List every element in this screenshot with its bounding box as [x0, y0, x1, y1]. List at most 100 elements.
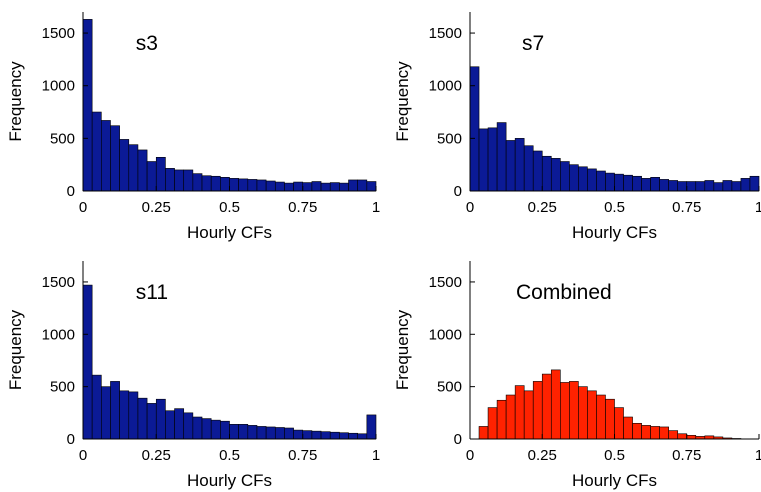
x-tick-label: 0.5	[604, 447, 625, 464]
y-tick-label: 1000	[42, 78, 75, 95]
histogram-bar	[487, 127, 498, 192]
histogram-bar	[265, 426, 276, 440]
y-axis-label: Frequency	[393, 309, 412, 390]
histogram-bar	[722, 180, 733, 192]
x-tick-label: 0.5	[604, 199, 625, 216]
histogram-bar	[505, 394, 516, 440]
histogram-bar	[587, 168, 597, 192]
histogram-bar	[532, 150, 543, 192]
histogram-bar	[641, 425, 651, 440]
y-axis-label: Frequency	[393, 61, 412, 142]
histogram-bar	[614, 173, 624, 192]
chart-panel-2: 0 500 1000 1500 0 0.25 0.5 0.75 1 Hourly CFs Frequ…	[393, 12, 761, 242]
histogram-bar	[82, 284, 93, 440]
histogram-bar	[210, 175, 221, 192]
histogram-bar	[128, 144, 139, 192]
histogram-bar	[284, 182, 294, 192]
histogram-bar	[677, 433, 688, 440]
histogram-bar	[146, 403, 157, 440]
histogram-bar	[110, 381, 120, 440]
histogram-bar	[256, 426, 267, 440]
histogram-bar	[578, 166, 588, 192]
x-axis-label: Hourly CFs	[187, 471, 272, 490]
x-tick-label: 0.25	[528, 199, 557, 216]
histogram-bar	[183, 412, 194, 440]
y-tick-label: 0	[454, 431, 462, 448]
histogram-bar	[91, 111, 102, 192]
histogram-bar	[713, 182, 724, 192]
y-tick-label: 0	[67, 183, 75, 200]
histogram-bar	[550, 369, 561, 440]
histogram-bar	[265, 180, 276, 192]
histogram-bar	[155, 157, 166, 192]
x-tick-label: 1	[755, 199, 761, 216]
histogram-bar	[320, 182, 331, 192]
histogram-bar	[311, 181, 322, 192]
histogram-bar	[668, 430, 679, 440]
histogram-bar	[605, 172, 615, 192]
histogram-bar	[192, 416, 203, 440]
x-tick-label: 0.75	[672, 199, 701, 216]
histogram-bar	[357, 179, 368, 192]
histogram-bar	[220, 177, 230, 192]
histogram-bar	[478, 128, 489, 192]
histogram-bar	[302, 430, 313, 440]
x-tick-label: 0.25	[528, 447, 557, 464]
x-tick-label: 1	[755, 447, 761, 464]
y-tick-label: 500	[437, 379, 462, 396]
y-tick-label: 1500	[429, 274, 462, 291]
histogram-bar	[284, 427, 294, 440]
histogram-bar	[329, 431, 340, 440]
y-axis-label: Frequency	[6, 61, 25, 142]
histogram-bar	[165, 410, 175, 440]
histogram-bar	[550, 158, 561, 192]
x-tick-label: 1	[372, 199, 380, 216]
histogram-bar	[541, 155, 552, 192]
y-tick-label: 1500	[429, 25, 462, 42]
y-tick-label: 500	[50, 379, 75, 396]
histogram-bar	[256, 179, 267, 192]
histogram-bar	[146, 161, 157, 192]
histogram-bar	[569, 381, 579, 440]
histogram-bar	[596, 394, 606, 440]
histogram-bar	[605, 398, 615, 440]
histogram-bar	[302, 182, 313, 192]
histogram-bar	[632, 175, 642, 192]
histogram-bar	[578, 386, 588, 440]
histogram-bar	[348, 179, 358, 192]
y-tick-label: 1000	[429, 326, 462, 343]
x-tick-label: 0	[466, 447, 474, 464]
histogram-bar	[668, 180, 679, 192]
histogram-bar	[523, 145, 534, 192]
histogram-bar	[731, 181, 742, 192]
histogram-bar	[274, 181, 285, 192]
histogram-bar	[478, 426, 489, 440]
x-tick-label: 1	[372, 447, 380, 464]
histogram-bar	[560, 161, 570, 192]
histogram-bar	[247, 425, 258, 440]
histogram-bar	[623, 174, 633, 192]
histogram-bar	[686, 435, 697, 440]
histogram-bar	[366, 414, 377, 440]
histogram-bar	[274, 427, 285, 440]
histogram-bar	[247, 179, 258, 192]
histogram-bar	[192, 173, 203, 192]
histogram-bar	[293, 429, 304, 440]
histogram-bar	[686, 181, 697, 192]
histogram-bar	[339, 182, 349, 192]
histogram-bar	[541, 373, 552, 440]
histogram-bar	[487, 407, 498, 440]
x-axis-label: Hourly CFs	[572, 471, 657, 490]
chart-panel-3: 0 500 1000 1500 0 0.25 0.5 0.75 1 Hourly CFs Frequ…	[6, 261, 380, 490]
histogram-bar	[101, 386, 111, 440]
histogram-bar	[357, 433, 368, 440]
histogram-bar	[119, 139, 130, 192]
histogram-bar	[320, 431, 331, 440]
panel-title: Combined	[516, 281, 612, 304]
y-tick-label: 0	[67, 431, 75, 448]
x-tick-label: 0	[79, 447, 87, 464]
histogram-bar	[183, 169, 194, 192]
histogram-bar	[201, 418, 212, 440]
histogram-bar	[293, 181, 304, 192]
x-tick-label: 0.75	[288, 447, 317, 464]
